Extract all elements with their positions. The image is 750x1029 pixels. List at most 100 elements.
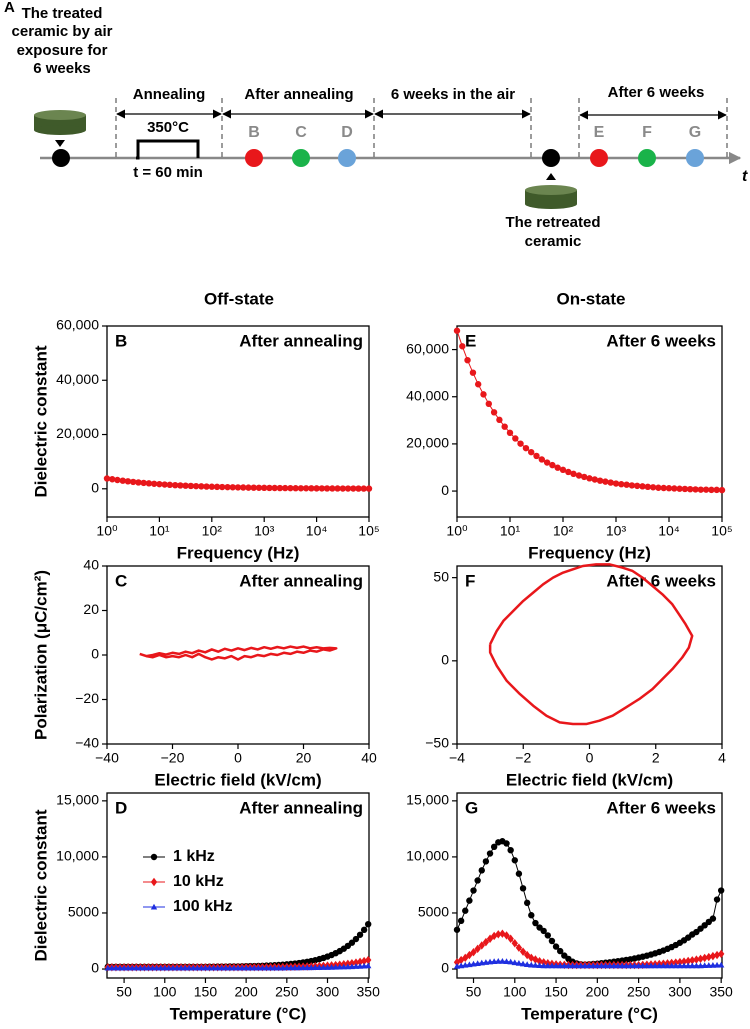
x-axis-title: Frequency (Hz) bbox=[528, 543, 651, 562]
data-point bbox=[612, 480, 620, 487]
annotation: After annealing bbox=[239, 571, 363, 590]
data-point bbox=[313, 485, 320, 492]
data-point bbox=[635, 962, 642, 969]
data-point bbox=[120, 964, 128, 971]
data-point bbox=[565, 468, 572, 476]
ceramic-icon bbox=[525, 185, 577, 209]
data-point bbox=[490, 409, 498, 416]
data-point bbox=[169, 964, 177, 971]
data-point bbox=[308, 964, 315, 971]
data-point bbox=[474, 877, 481, 884]
x-tick-label: 250 bbox=[627, 984, 651, 1000]
data-point bbox=[470, 948, 477, 957]
x-tick-label: 20 bbox=[296, 750, 312, 766]
x-axis-title: Temperature (°C) bbox=[521, 1004, 658, 1023]
data-point bbox=[114, 476, 121, 484]
data-point bbox=[607, 479, 614, 486]
data-point bbox=[103, 475, 111, 482]
chart-panel: 0 5000 10,000 15,000 50 100 150 200 250 300 350 Tem… bbox=[31, 792, 380, 1024]
data-point bbox=[312, 964, 319, 971]
legend-marker bbox=[150, 853, 158, 861]
data-point bbox=[145, 964, 152, 971]
data-point bbox=[701, 962, 708, 969]
data-point bbox=[623, 962, 630, 969]
data-point bbox=[485, 400, 492, 408]
y-tick-label: 5000 bbox=[68, 904, 99, 920]
data-point bbox=[352, 935, 360, 943]
data-point bbox=[660, 962, 667, 969]
x-tick-label: 100 bbox=[503, 984, 527, 1000]
data-point bbox=[251, 964, 258, 971]
segment-label: After 6 weeks bbox=[608, 84, 705, 101]
data-point bbox=[470, 887, 477, 894]
data-point bbox=[618, 481, 625, 488]
data-point bbox=[676, 485, 683, 492]
data-point bbox=[299, 964, 307, 971]
data-point bbox=[320, 964, 327, 970]
data-point bbox=[181, 964, 189, 971]
end-label: ceramic bbox=[525, 233, 582, 250]
data-point bbox=[543, 459, 551, 466]
data-point bbox=[355, 485, 362, 492]
y-tick-label: 40 bbox=[83, 557, 99, 573]
x-tick-label: 350 bbox=[357, 984, 381, 1000]
data-point bbox=[606, 962, 613, 969]
column-title: On-state bbox=[557, 289, 626, 308]
x-axis-title: Electric field (kV/cm) bbox=[506, 770, 673, 789]
data-point bbox=[709, 915, 717, 922]
y-tick-label: 0 bbox=[91, 960, 99, 976]
data-point bbox=[182, 482, 189, 489]
data-point bbox=[466, 897, 473, 904]
data-point bbox=[507, 846, 514, 854]
x-tick-label: −20 bbox=[161, 750, 185, 766]
data-point bbox=[610, 962, 618, 969]
data-point bbox=[665, 485, 673, 492]
y-tick-label: 40,000 bbox=[56, 371, 99, 387]
data-point bbox=[222, 964, 229, 971]
data-point bbox=[519, 960, 527, 967]
data-point bbox=[519, 947, 527, 956]
data-point bbox=[549, 461, 556, 469]
plot-frame bbox=[456, 792, 723, 979]
duration: t = 60 min bbox=[133, 164, 203, 181]
data-point bbox=[718, 486, 726, 494]
data-point bbox=[676, 962, 684, 969]
y-tick-label: 60,000 bbox=[406, 340, 449, 356]
data-point bbox=[356, 931, 364, 938]
data-point bbox=[709, 951, 717, 961]
data-point bbox=[680, 957, 688, 966]
data-point bbox=[276, 484, 284, 492]
data-point bbox=[462, 953, 469, 963]
data-point bbox=[647, 962, 655, 969]
data-point bbox=[275, 964, 282, 971]
data-point bbox=[482, 858, 490, 865]
data-point bbox=[206, 964, 213, 971]
data-point bbox=[527, 448, 535, 456]
data-point bbox=[469, 369, 477, 376]
data-point bbox=[693, 962, 700, 969]
data-point bbox=[334, 485, 341, 492]
data-point bbox=[559, 466, 567, 474]
annealing-step bbox=[136, 139, 200, 160]
data-point bbox=[190, 964, 197, 971]
data-point bbox=[594, 962, 601, 969]
data-point bbox=[697, 962, 704, 969]
start-label: 6 weeks bbox=[33, 60, 91, 77]
data-point bbox=[506, 429, 514, 437]
data-point bbox=[503, 931, 510, 940]
data-point bbox=[171, 481, 179, 489]
data-point bbox=[198, 964, 205, 971]
chart-panel: 0 20,000 40,000 60,000 10⁰ 10¹ 10² 10³ 10⁴ 10⁵ Fre… bbox=[406, 325, 733, 562]
y-tick-label: 10,000 bbox=[406, 848, 449, 864]
x-tick-label: 10³ bbox=[254, 523, 275, 539]
data-point bbox=[360, 926, 368, 934]
y-tick-label: 0 bbox=[91, 646, 99, 662]
data-point bbox=[328, 963, 335, 970]
data-point bbox=[687, 485, 694, 493]
data-point bbox=[486, 850, 494, 857]
data-point bbox=[697, 486, 705, 493]
x-tick-label: 100 bbox=[153, 984, 177, 1000]
x-tick-label: 150 bbox=[544, 984, 568, 1000]
data-point bbox=[203, 483, 210, 490]
